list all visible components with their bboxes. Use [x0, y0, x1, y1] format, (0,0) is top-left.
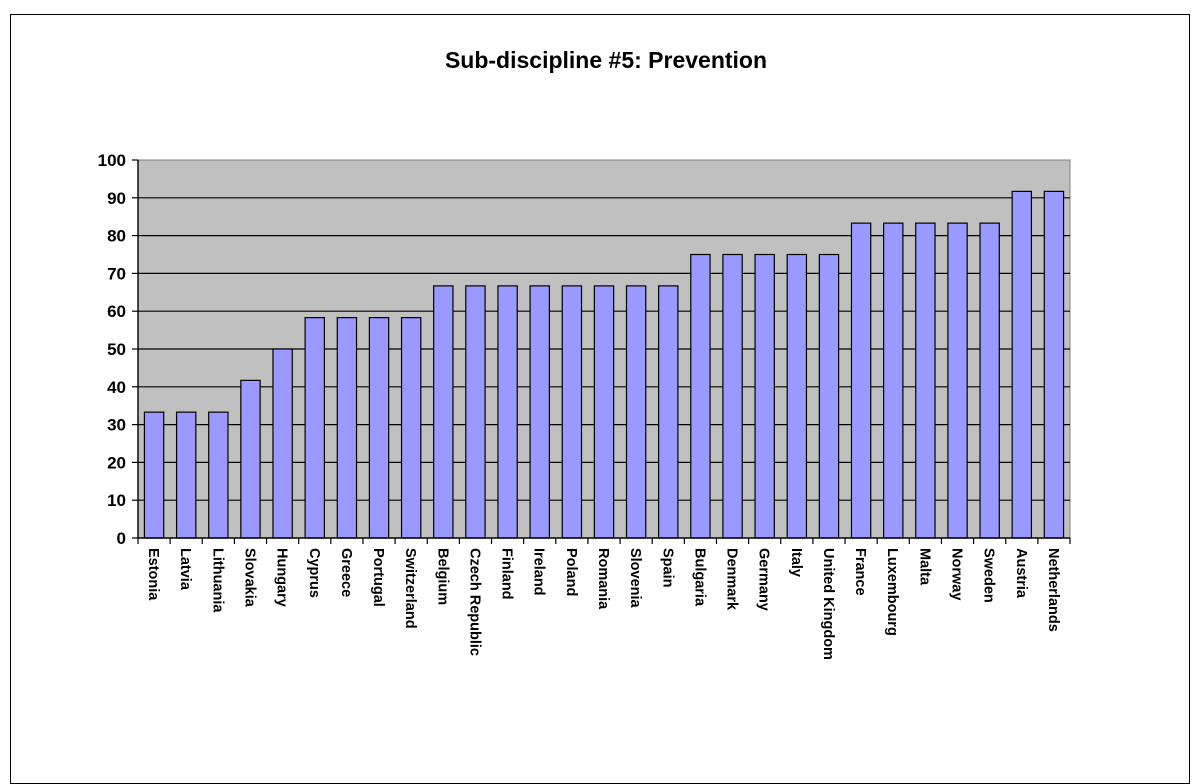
bar-cyprus	[304, 317, 326, 539]
bar-denmark	[722, 253, 743, 539]
bar-netherlands	[1043, 190, 1065, 539]
bar-czech-republic	[465, 285, 486, 539]
x-tick-label: Austria	[1013, 548, 1029, 599]
y-tick-label: 30	[107, 416, 126, 435]
x-tick-label: Greece	[338, 548, 354, 597]
bar-france	[850, 222, 872, 539]
x-tick-label: Portugal	[370, 548, 386, 607]
x-tick-label: Slovakia	[241, 548, 257, 608]
x-tick-label: Slovenia	[627, 548, 643, 609]
x-tick-label: France	[852, 548, 868, 596]
bar-bulgaria	[690, 253, 711, 539]
bar-switzerland	[400, 317, 422, 539]
x-tick-label: Denmark	[724, 548, 740, 611]
y-tick-label: 40	[107, 378, 126, 397]
bar-greece	[336, 317, 358, 539]
chart-title: Sub-discipline #5: Prevention	[445, 47, 767, 73]
x-tick-label: Estonia	[145, 548, 161, 601]
x-tick-label: Cyprus	[306, 548, 322, 598]
x-tick-label: United Kingdom	[820, 548, 836, 660]
x-tick-label: Italy	[788, 548, 804, 577]
bar-chart: Sub-discipline #5: Prevention 0 10 20 30 40 5…	[98, 47, 1071, 660]
bar-estonia	[143, 411, 165, 539]
x-tick-label: Finland	[499, 548, 515, 600]
chart-frame: Sub-discipline #5: Prevention 0 10 20 30 40 5…	[10, 14, 1190, 784]
bar-austria	[1011, 190, 1033, 539]
y-tick-label: 80	[107, 227, 126, 246]
x-tick-label: Hungary	[274, 548, 290, 607]
bar-germany	[754, 253, 775, 539]
x-tick-label: Bulgaria	[691, 548, 707, 607]
y-tick-label: 20	[107, 453, 126, 472]
x-tick-label: Malta	[916, 548, 932, 586]
x-tick-label: Sweden	[981, 548, 997, 603]
x-tick-label: Netherlands	[1045, 548, 1061, 632]
y-tick-label: 50	[107, 340, 126, 359]
x-tick-label: Norway	[949, 548, 965, 600]
x-tick-label: Czech Republic	[466, 548, 482, 656]
bar-hungary	[272, 348, 293, 539]
bar-slovakia	[240, 379, 261, 539]
bar-italy	[786, 253, 808, 539]
bar-lithuania	[208, 411, 229, 539]
x-tick-label: Romania	[595, 548, 611, 610]
x-tick-label: Luxembourg	[884, 548, 900, 636]
y-tick-label: 90	[107, 189, 126, 208]
bar-portugal	[368, 317, 390, 539]
bar-belgium	[433, 285, 454, 539]
x-tick-label: Lithuania	[209, 548, 225, 613]
bar-united-kingdom	[818, 253, 840, 539]
x-tick-label: Belgium	[434, 548, 450, 605]
x-tick-label: Poland	[563, 548, 579, 596]
x-tick-label: Latvia	[177, 548, 193, 591]
y-tick-label: 10	[107, 491, 126, 510]
y-tick-label: 70	[107, 264, 126, 283]
bar-sweden	[979, 222, 1000, 539]
y-tick-label: 60	[107, 302, 126, 321]
bar-poland	[561, 285, 583, 539]
bar-romania	[593, 285, 615, 539]
bar-luxembourg	[882, 222, 904, 539]
bar-latvia	[175, 411, 197, 539]
bar-slovenia	[625, 285, 647, 539]
y-tick-label: 100	[98, 151, 126, 170]
bar-norway	[947, 222, 968, 539]
bar-finland	[497, 285, 518, 539]
y-tick-label: 0	[117, 529, 126, 548]
plot-area: 0 10 20 30 40 50 60 70 80 90 100 Estonia Latvia Lithu…	[98, 151, 1071, 660]
x-tick-label: Spain	[659, 548, 675, 587]
x-tick-label: Switzerland	[402, 548, 418, 629]
x-tick-label: Ireland	[531, 548, 547, 596]
bar-malta	[915, 222, 936, 539]
bar-ireland	[529, 285, 550, 539]
bar-spain	[658, 285, 679, 539]
x-tick-label: Germany	[756, 548, 772, 611]
